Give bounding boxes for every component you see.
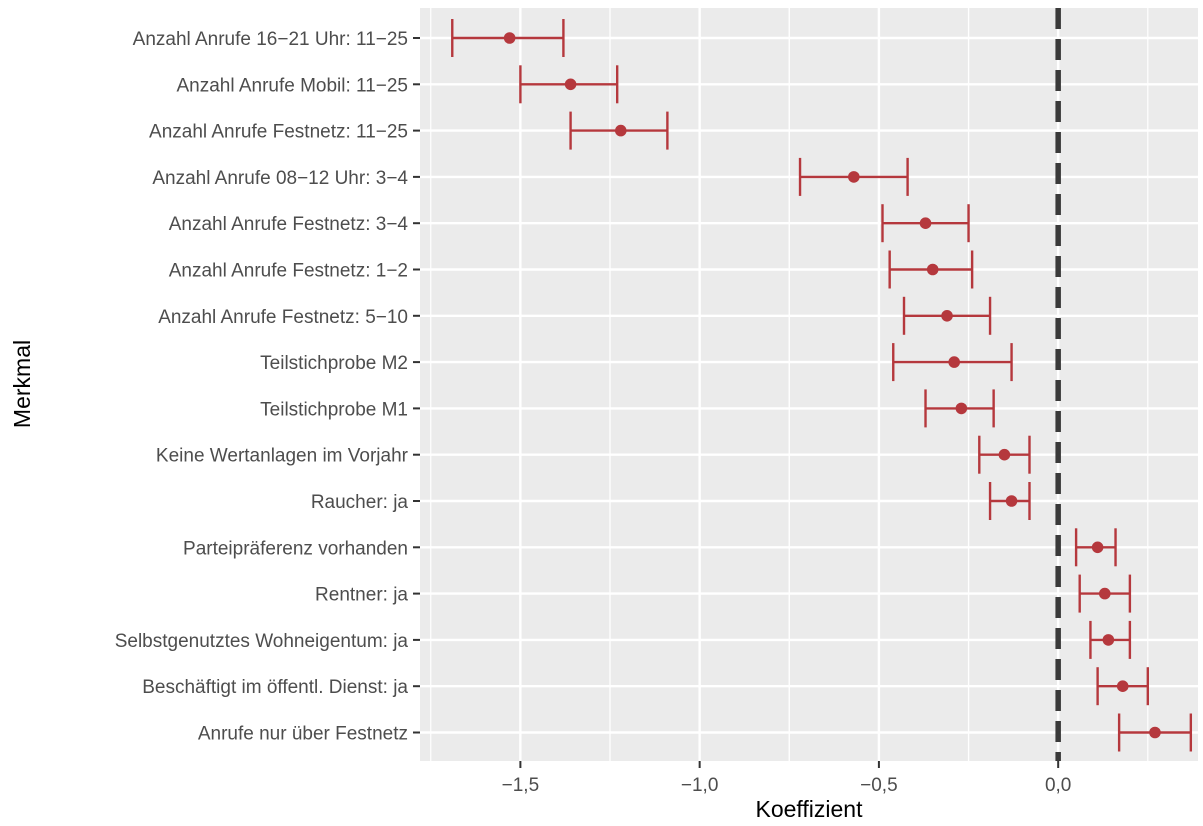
y-tick-label: Raucher: ja (311, 492, 409, 513)
estimate-point (1005, 495, 1018, 507)
y-tick-label: Anzahl Anrufe Festnetz: 5−10 (158, 307, 408, 328)
y-tick-label: Anzahl Anrufe Festnetz: 1−2 (169, 261, 408, 282)
x-tick-label: −0,5 (860, 775, 898, 796)
estimate-point (941, 310, 953, 322)
x-tick-label: −1,0 (681, 775, 719, 796)
plot-panel (420, 8, 1198, 761)
estimate-point (919, 217, 932, 229)
y-tick-label: Rentner: ja (315, 585, 408, 606)
x-axis: −1,5 −1,0 −0,5 0,0 (502, 761, 1071, 796)
estimate-point (1149, 726, 1161, 739)
y-tick-label: Anzahl Anrufe 16−21 Uhr: 11−25 (133, 29, 408, 50)
estimate-point (948, 356, 961, 368)
estimate-point (848, 171, 860, 183)
y-tick-label: Keine Wertanlagen im Vorjahr (156, 446, 409, 467)
estimate-point (614, 124, 627, 137)
y-tick-label: Teilstichprobe M2 (260, 353, 408, 374)
y-tick-label: Anzahl Anrufe Mobil: 11−25 (177, 75, 409, 96)
y-tick-label: Teilstichprobe M1 (260, 399, 408, 420)
estimate-point (998, 448, 1011, 461)
estimate-point (1102, 634, 1115, 646)
y-tick-label: Parteipräferenz vorhanden (183, 538, 408, 559)
estimate-point (926, 263, 939, 276)
y-tick-label: Anzahl Anrufe 08−12 Uhr: 3−4 (152, 168, 408, 189)
estimate-point (564, 78, 577, 91)
estimate-points (503, 32, 1161, 739)
y-axis: Anzahl Anrufe 16−21 Uhr: 11−25 Anzahl Anr… (115, 29, 420, 745)
y-tick-label: Beschäftigt im öffentl. Dienst: ja (142, 677, 408, 698)
y-tick-label: Anzahl Anrufe Festnetz: 3−4 (169, 214, 409, 235)
estimate-point (1091, 541, 1104, 554)
estimate-point (955, 402, 968, 415)
y-tick-label: Anzahl Anrufe Festnetz: 11−25 (149, 122, 408, 143)
estimate-point (1116, 680, 1129, 692)
x-tick-label: 0,0 (1045, 775, 1071, 796)
estimate-point (503, 32, 516, 44)
x-tick-label: −1,5 (502, 775, 540, 796)
x-axis-title: Koeffizient (756, 796, 864, 822)
y-tick-label: Selbstgenutztes Wohneigentum: ja (115, 631, 409, 652)
y-axis-title: Merkmal (9, 340, 35, 428)
estimate-point (1098, 587, 1111, 600)
y-tick-label: Anrufe nur über Festnetz (198, 724, 408, 745)
